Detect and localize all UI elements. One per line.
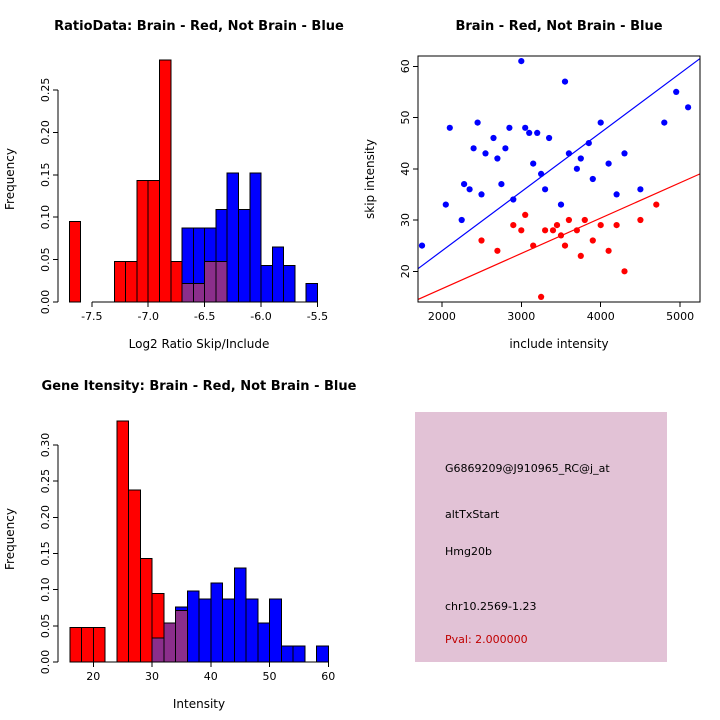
svg-text:Frequency: Frequency xyxy=(3,148,17,210)
svg-text:0.20: 0.20 xyxy=(39,120,52,145)
svg-text:-7.5: -7.5 xyxy=(81,310,102,323)
svg-text:4000: 4000 xyxy=(587,310,615,323)
svg-text:RatioData: Brain - Red, Not Br: RatioData: Brain - Red, Not Brain - Blue xyxy=(54,19,344,34)
intensity-scatter-chart: Brain - Red, Not Brain - Blue 2000 3000 400… xyxy=(363,19,701,351)
svg-text:Log2 Ratio Skip/Include: Log2 Ratio Skip/Include xyxy=(129,337,270,351)
svg-text:-6.5: -6.5 xyxy=(194,310,215,323)
probe-info-box: G6869209@J910965_RC@j_at altTxStart Hmg2… xyxy=(415,412,667,662)
svg-text:40: 40 xyxy=(204,670,218,683)
svg-text:0.00: 0.00 xyxy=(39,290,52,315)
svg-text:60: 60 xyxy=(321,670,335,683)
svg-text:Frequency: Frequency xyxy=(3,508,17,570)
svg-text:0.10: 0.10 xyxy=(39,205,52,230)
ratio-histogram-panel: RatioData: Brain - Red, Not Brain - Blue… xyxy=(0,0,360,360)
locus-text: chr10.2569-1.23 xyxy=(445,600,537,613)
svg-text:-6.0: -6.0 xyxy=(250,310,271,323)
event-type-text: altTxStart xyxy=(445,508,500,521)
svg-text:30: 30 xyxy=(145,670,159,683)
svg-text:40: 40 xyxy=(399,162,412,176)
svg-text:0.05: 0.05 xyxy=(39,247,52,272)
svg-text:0.20: 0.20 xyxy=(39,505,52,530)
svg-text:50: 50 xyxy=(399,111,412,125)
svg-text:-7.0: -7.0 xyxy=(138,310,159,323)
svg-text:0.25: 0.25 xyxy=(39,78,52,103)
svg-text:50: 50 xyxy=(263,670,277,683)
pval-text: Pval: 2.000000 xyxy=(445,633,528,646)
svg-text:include intensity: include intensity xyxy=(509,337,608,351)
svg-text:-5.5: -5.5 xyxy=(307,310,328,323)
svg-text:0.00: 0.00 xyxy=(39,650,52,675)
svg-text:0.25: 0.25 xyxy=(39,469,52,494)
gene-intensity-histogram-chart: Gene Itensity: Brain - Red, Not Brain - … xyxy=(3,379,357,711)
svg-text:0.30: 0.30 xyxy=(39,433,52,458)
svg-text:5000: 5000 xyxy=(666,310,694,323)
svg-text:skip intensity: skip intensity xyxy=(363,139,377,219)
probe-id-text: G6869209@J910965_RC@j_at xyxy=(445,462,610,475)
probe-info-panel: G6869209@J910965_RC@j_at altTxStart Hmg2… xyxy=(360,360,720,720)
svg-text:0.15: 0.15 xyxy=(39,541,52,566)
ratio-histogram-chart: RatioData: Brain - Red, Not Brain - Blue… xyxy=(3,19,344,351)
svg-text:20: 20 xyxy=(86,670,100,683)
gene-name-text: Hmg20b xyxy=(445,545,492,558)
svg-text:20: 20 xyxy=(399,264,412,278)
svg-text:Intensity: Intensity xyxy=(173,697,225,711)
svg-text:0.05: 0.05 xyxy=(39,614,52,639)
svg-text:Gene Itensity: Brain - Red, No: Gene Itensity: Brain - Red, Not Brain - … xyxy=(42,379,357,394)
svg-text:2000: 2000 xyxy=(428,310,456,323)
svg-text:Brain - Red, Not Brain - Blue: Brain - Red, Not Brain - Blue xyxy=(455,19,662,34)
svg-text:0.15: 0.15 xyxy=(39,163,52,188)
svg-text:60: 60 xyxy=(399,59,412,73)
gene-intensity-histogram-panel: Gene Itensity: Brain - Red, Not Brain - … xyxy=(0,360,360,720)
svg-text:30: 30 xyxy=(399,213,412,227)
intensity-scatter-panel: Brain - Red, Not Brain - Blue 2000 3000 400… xyxy=(360,0,720,360)
svg-text:0.10: 0.10 xyxy=(39,577,52,602)
svg-text:3000: 3000 xyxy=(507,310,535,323)
